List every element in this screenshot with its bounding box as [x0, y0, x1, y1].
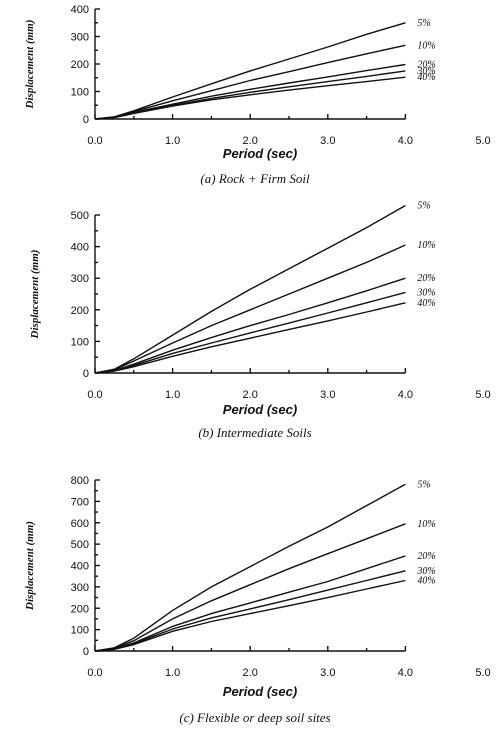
y-tick-label: 100	[71, 625, 89, 637]
series-line-10pct	[94, 244, 406, 374]
x-tick-label: 0.0	[87, 135, 102, 147]
chart-caption: (a) Rock + Firm Soil	[200, 171, 310, 186]
y-tick-label: 800	[71, 475, 89, 487]
series-label: 5%	[417, 201, 430, 212]
x-axis-label: Period (sec)	[223, 146, 297, 161]
series-line-5pct	[94, 204, 406, 374]
series-label: 30%	[416, 566, 435, 577]
x-tick-label: 0.0	[87, 389, 102, 401]
x-tick-label: 5.0	[475, 135, 490, 147]
y-tick-label: 200	[71, 59, 89, 71]
x-tick-label: 0.0	[87, 667, 102, 679]
y-tick-label: 100	[71, 336, 89, 348]
y-axis-label: Displacement (mm)	[24, 20, 36, 110]
series-line-40pct	[94, 76, 406, 120]
series-line-20pct	[94, 277, 406, 374]
y-tick-label: 0	[83, 114, 89, 126]
series-label: 5%	[417, 479, 430, 490]
y-tick-label: 500	[71, 539, 89, 551]
y-tick-label: 300	[71, 273, 89, 285]
y-tick-label: 200	[71, 603, 89, 615]
x-axis-label: Period (sec)	[223, 684, 297, 699]
y-axis-label: Displacement (mm)	[24, 521, 36, 611]
chart-caption: (b) Intermediate Soils	[198, 425, 311, 440]
y-tick-label: 0	[83, 646, 89, 658]
x-tick-label: 5.0	[475, 389, 490, 401]
y-tick-label: 700	[71, 496, 89, 508]
x-tick-label: 2.0	[243, 135, 258, 147]
y-tick-label: 500	[71, 210, 89, 222]
x-tick-label: 1.0	[165, 135, 180, 147]
y-axis-label: Displacement (mm)	[29, 250, 41, 340]
series-label: 20%	[417, 273, 435, 284]
x-tick-label: 2.0	[243, 667, 258, 679]
series-line-30pct	[94, 291, 406, 374]
series-label: 10%	[417, 240, 435, 251]
series-label: 20%	[417, 551, 435, 562]
series-label: 10%	[417, 40, 435, 51]
y-tick-label: 400	[71, 561, 89, 573]
series-label: 40%	[417, 72, 435, 83]
x-tick-label: 4.0	[398, 667, 413, 679]
y-tick-label: 200	[71, 305, 89, 317]
x-tick-label: 2.0	[243, 389, 258, 401]
series-label: 20%	[417, 60, 435, 71]
series-label: 30%	[416, 66, 435, 77]
y-tick-label: 0	[83, 368, 89, 380]
y-tick-label: 400	[71, 4, 89, 16]
series-line-40pct	[94, 302, 406, 374]
y-tick-label: 100	[71, 87, 89, 99]
x-tick-label: 4.0	[398, 135, 413, 147]
chart-panel-b: 0 100 200 300 400 500 0.0 1.0 2.0 3.0 4.0 5.0 Period…	[29, 201, 491, 440]
chart-panel-a: 0 100 200 300 400 0.0 1.0 2.0 3.0 4.0 5.0 Period (s…	[24, 4, 491, 186]
series-label: 30%	[416, 287, 435, 298]
series-label: 5%	[417, 18, 430, 29]
series-label: 40%	[417, 575, 435, 586]
chart-caption: (c) Flexible or deep soil sites	[179, 710, 330, 725]
x-tick-label: 4.0	[398, 389, 413, 401]
y-tick-label: 600	[71, 518, 89, 530]
x-tick-label: 3.0	[320, 667, 335, 679]
x-tick-label: 3.0	[320, 389, 335, 401]
y-tick-label: 400	[71, 242, 89, 254]
chart-panel-c: 0 100 200 300 400 500 600 700 800 0.0 1.0 2.0 3.0 4.0…	[24, 475, 491, 725]
x-axis-label: Period (sec)	[223, 402, 297, 417]
series-line-5pct	[94, 483, 406, 652]
x-tick-label: 1.0	[165, 667, 180, 679]
y-tick-label: 300	[71, 32, 89, 44]
series-label: 40%	[417, 298, 435, 309]
series-line-40pct	[94, 579, 406, 652]
x-tick-label: 1.0	[165, 389, 180, 401]
x-tick-label: 5.0	[475, 667, 490, 679]
y-tick-label: 300	[71, 582, 89, 594]
series-line-5pct	[94, 22, 406, 120]
series-label: 10%	[417, 519, 435, 530]
x-tick-label: 3.0	[320, 135, 335, 147]
series-line-10pct	[94, 523, 406, 652]
